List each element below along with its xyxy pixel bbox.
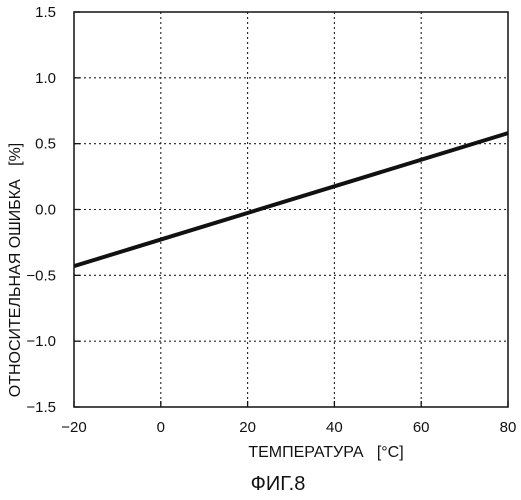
x-axis-label: ТЕМПЕРАТУРА [°C] <box>248 444 403 461</box>
x-tick-label: 20 <box>239 419 256 436</box>
y-axis-ticks: 1.5 1.0 0.5 0.0 −0.5 −1.0 −1.5 <box>26 4 80 416</box>
y-tick-label: 1.0 <box>35 70 56 87</box>
x-tick-label: 40 <box>326 419 343 436</box>
series-line <box>74 133 508 266</box>
y-tick-label: 0.0 <box>35 202 56 219</box>
y-tick-label: 1.5 <box>35 4 56 21</box>
series-layer <box>74 133 508 266</box>
y-tick-label: 0.5 <box>35 136 56 153</box>
x-tick-label: 60 <box>413 419 430 436</box>
grid <box>74 12 508 407</box>
x-tick-label: 80 <box>500 419 517 436</box>
x-tick-label: 0 <box>157 419 165 436</box>
y-tick-label: −0.5 <box>26 267 56 284</box>
y-axis-label: ОТНОСИТЕЛЬНАЯ ОШИБКА [%] <box>7 143 24 398</box>
figure-caption: ФИГ.8 <box>251 473 306 495</box>
x-tick-label: −20 <box>61 419 86 436</box>
y-tick-label: −1.5 <box>26 399 56 416</box>
y-tick-label: −1.0 <box>26 333 56 350</box>
